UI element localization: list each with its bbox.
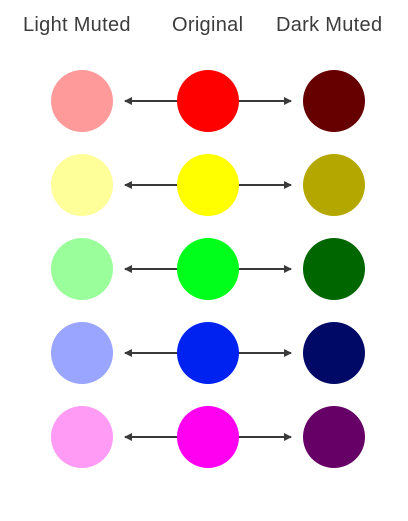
header-dark-muted: Dark Muted	[276, 14, 383, 36]
light-circle-magenta	[51, 406, 113, 468]
header-original: Original	[172, 14, 244, 36]
dark-circle-blue	[303, 322, 365, 384]
color-row-red	[51, 70, 365, 132]
color-row-yellow	[51, 154, 365, 216]
original-circle-blue	[177, 322, 239, 384]
light-circle-blue	[51, 322, 113, 384]
light-circle-green	[51, 238, 113, 300]
light-circle-red	[51, 70, 113, 132]
color-row-blue	[51, 322, 365, 384]
color-row-magenta	[51, 406, 365, 468]
header-light-muted: Light Muted	[23, 14, 131, 36]
light-circle-yellow	[51, 154, 113, 216]
original-circle-yellow	[177, 154, 239, 216]
dark-circle-yellow	[303, 154, 365, 216]
color-row-green	[51, 238, 365, 300]
original-circle-red	[177, 70, 239, 132]
dark-circle-green	[303, 238, 365, 300]
original-circle-magenta	[177, 406, 239, 468]
dark-circle-magenta	[303, 406, 365, 468]
original-circle-green	[177, 238, 239, 300]
dark-circle-red	[303, 70, 365, 132]
